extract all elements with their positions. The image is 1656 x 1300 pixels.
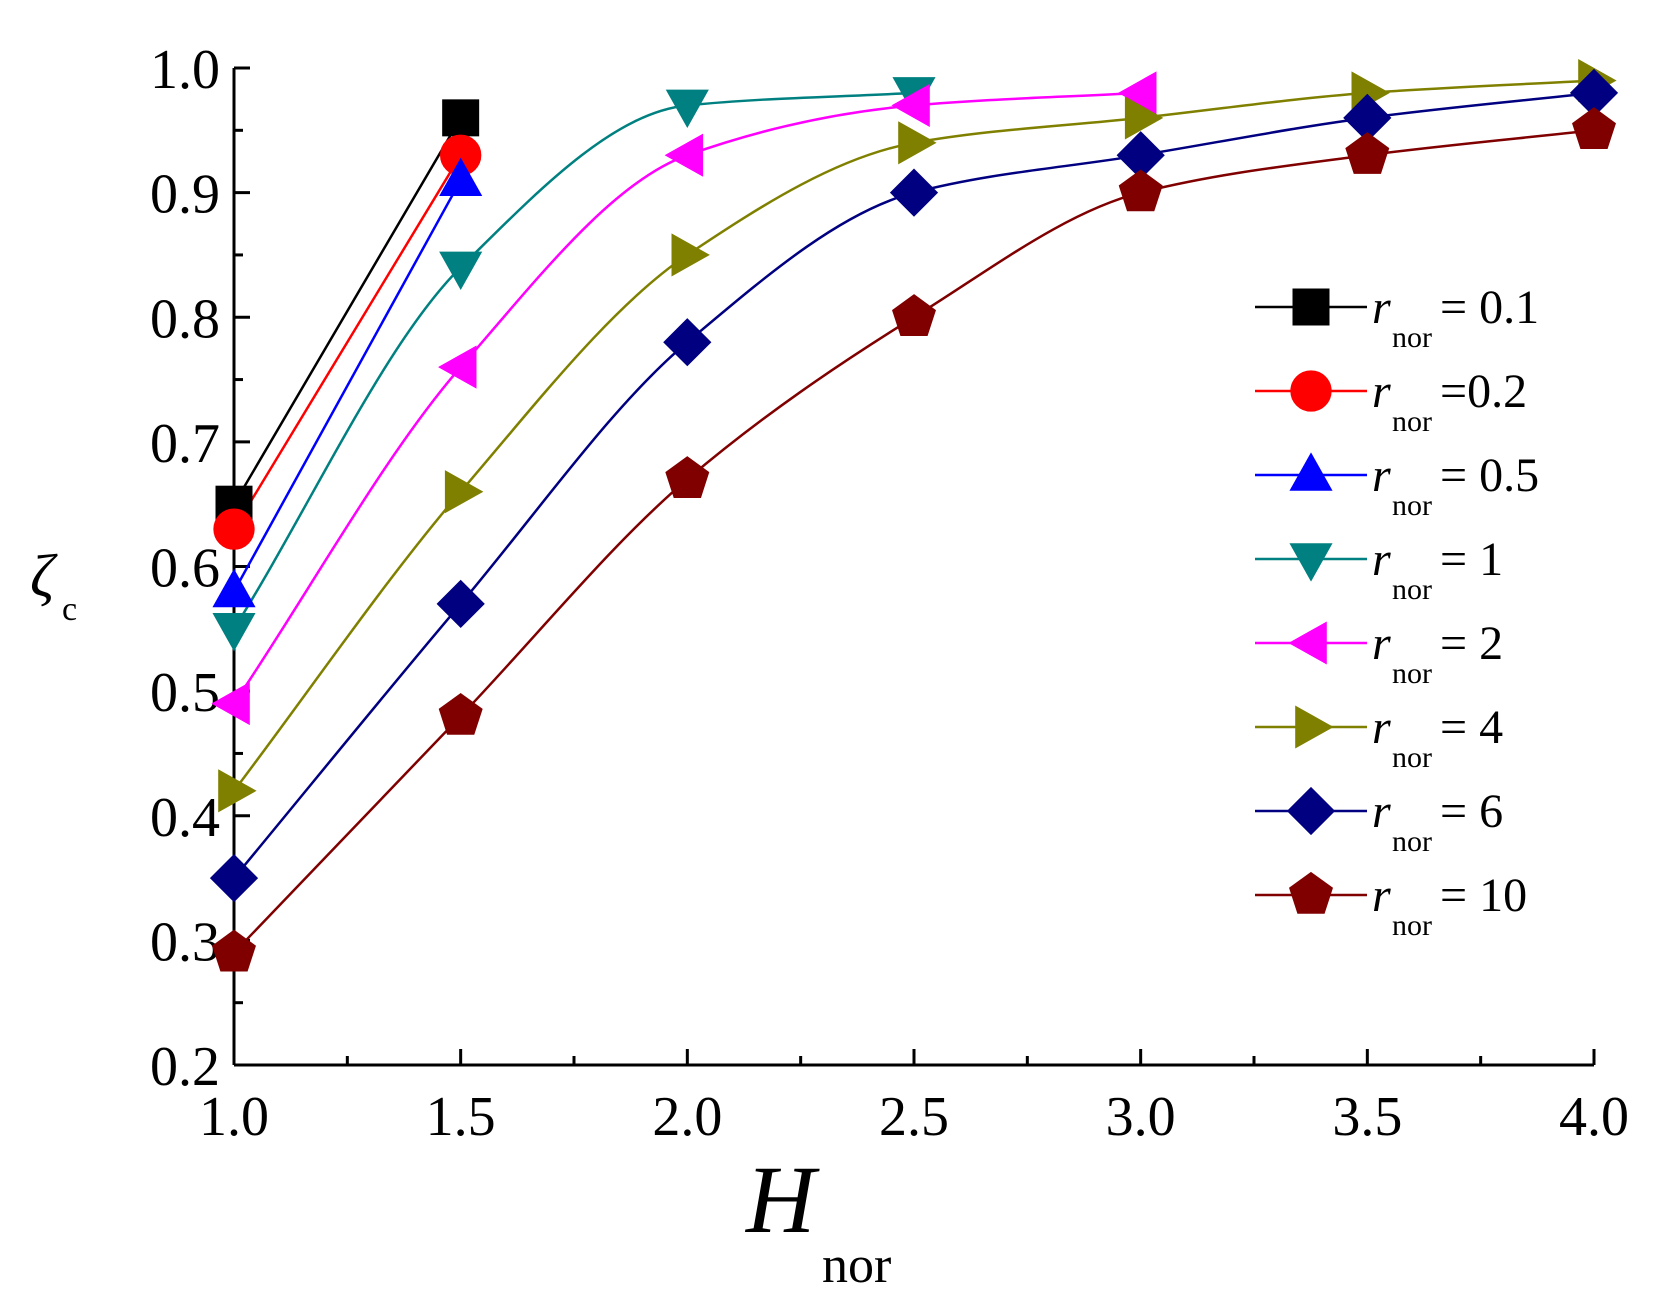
legend-subscript: nor [1392, 825, 1432, 858]
data-point-series-8 [1572, 107, 1616, 149]
data-point-series-8 [1345, 132, 1390, 174]
data-point-series-5 [664, 133, 704, 177]
x-tick-label: 1.0 [199, 1086, 269, 1148]
y-tick-label: 0.2 [150, 1036, 220, 1098]
legend-subscript: nor [1392, 321, 1432, 354]
data-point-series-7 [209, 853, 259, 903]
series-line-4 [232, 91, 915, 630]
series-line-5 [232, 91, 1141, 705]
legend-subscript: nor [1392, 489, 1432, 522]
legend-subscript: nor [1392, 909, 1432, 942]
data-point-series-5 [438, 345, 477, 389]
x-tick-label: 1.5 [426, 1086, 496, 1148]
y-tick-label: 0.9 [150, 164, 220, 226]
legend-variable: r [1372, 281, 1391, 334]
y-axis-title: ζ [30, 543, 58, 609]
y-tick-label: 1.0 [150, 39, 220, 101]
legend-label: = 0.1 [1440, 281, 1539, 334]
data-point-series-4 [212, 613, 256, 652]
data-point-series-2 [213, 508, 255, 550]
data-point-series-3 [212, 568, 256, 608]
series-line-2 [232, 154, 462, 530]
x-tick-label: 3.5 [1332, 1086, 1402, 1148]
x-tick-label: 2.5 [879, 1086, 949, 1148]
axis-ticks: 1.0 1.5 2.0 2.5 3.0 3.5 4.0 0.2 0.3 0.4 0.5 0.6 0.7 0… [150, 39, 1629, 1148]
x-tick-label: 2.0 [652, 1086, 722, 1148]
legend-variable: r [1372, 785, 1391, 838]
y-tick-label: 0.5 [150, 662, 220, 724]
legend-label: = 1 [1440, 533, 1503, 586]
data-point-series-4 [665, 89, 709, 129]
data-point-series-5 [1118, 71, 1157, 115]
legend-label: =0.2 [1440, 365, 1527, 418]
legend-variable: r [1372, 701, 1391, 754]
series-markers [209, 58, 1619, 972]
data-point-series-8 [892, 294, 936, 336]
legend-subscript: nor [1392, 573, 1432, 606]
legend-marker [1292, 288, 1330, 326]
legend-subscript: nor [1392, 405, 1432, 438]
legend-marker [1289, 871, 1333, 914]
data-point-series-8 [438, 692, 483, 735]
data-point-series-7 [436, 579, 485, 629]
series-line-1 [232, 117, 462, 505]
y-tick-label: 0.6 [150, 538, 220, 600]
data-point-series-5 [211, 682, 250, 726]
data-point-series-5 [891, 83, 930, 127]
legend-variable: r [1372, 533, 1391, 586]
data-point-series-4 [439, 251, 483, 291]
legend-label: = 2 [1440, 617, 1503, 670]
data-point-series-8 [665, 456, 710, 498]
data-point-series-8 [1118, 169, 1163, 212]
legend-marker [1289, 452, 1333, 491]
data-point-series-6 [898, 121, 937, 165]
data-point-series-7 [889, 168, 939, 217]
legend-marker [1295, 705, 1334, 749]
y-tick-label: 0.3 [150, 911, 220, 973]
x-tick-label: 3.0 [1106, 1086, 1176, 1148]
legend-marker [1286, 786, 1336, 836]
data-point-series-7 [663, 318, 712, 367]
x-tick-label: 4.0 [1559, 1086, 1629, 1148]
x-axis-title: H [744, 1146, 820, 1253]
legend-variable: r [1372, 869, 1391, 922]
x-axis-title-subscript: nor [822, 1237, 891, 1294]
y-tick-label: 0.8 [150, 288, 220, 350]
legend-variable: r [1372, 449, 1391, 502]
y-tick-label: 0.7 [150, 413, 220, 475]
data-point-series-1 [442, 99, 480, 137]
legend-label: = 4 [1440, 701, 1503, 754]
data-point-series-6 [1124, 96, 1164, 140]
y-axis-title-subscript: c [62, 591, 77, 628]
data-point-series-3 [439, 157, 483, 196]
legend-marker [1290, 370, 1332, 412]
legend-subscript: nor [1392, 741, 1432, 774]
legend-marker [1289, 543, 1333, 582]
data-point-series-6 [444, 470, 484, 514]
legend-subscript: nor [1392, 657, 1432, 690]
data-point-series-6 [218, 769, 257, 813]
series-line-3 [232, 179, 462, 593]
legend-label: = 10 [1440, 869, 1527, 922]
legend-label: = 0.5 [1440, 449, 1539, 502]
legend-variable: r [1372, 617, 1391, 670]
legend-marker [1288, 621, 1327, 665]
legend-variable: r [1372, 365, 1391, 418]
data-point-series-6 [671, 233, 710, 277]
y-tick-label: 0.4 [150, 787, 220, 849]
legend-label: = 6 [1440, 785, 1503, 838]
data-point-series-8 [212, 929, 256, 972]
